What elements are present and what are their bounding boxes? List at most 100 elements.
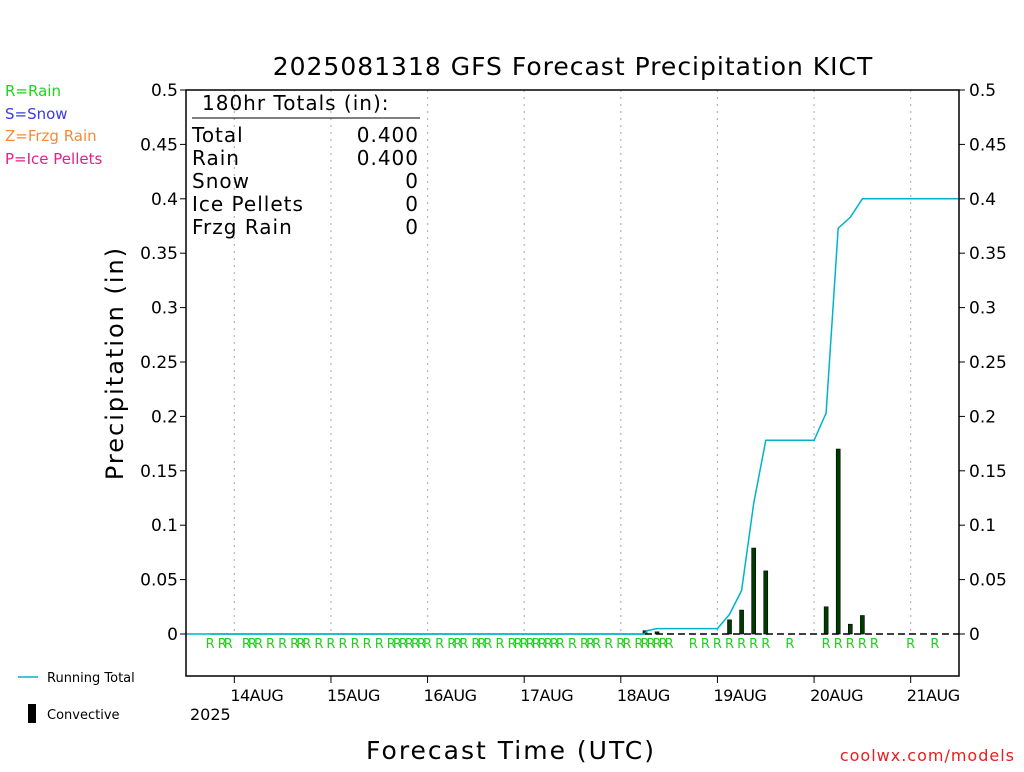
right-tick-label: 0.5: [969, 81, 996, 101]
left-tick-label: 0.35: [140, 244, 178, 264]
legend-freezing-rain: Z=Frzg Rain: [5, 127, 97, 145]
legend-rain: R=Rain: [5, 82, 61, 100]
left-tick-label: 0.45: [140, 135, 178, 155]
ptype-symbol: R: [586, 637, 595, 652]
legend-snow: S=Snow: [5, 105, 68, 123]
ptype-symbol: R: [822, 637, 831, 652]
convective-bar: [739, 609, 744, 635]
ptype-symbol: R: [749, 637, 758, 652]
ptype-symbol: R: [622, 637, 631, 652]
ptype-symbol: R: [393, 637, 402, 652]
ptype-symbol: R: [266, 637, 275, 652]
left-tick-label: 0.05: [140, 571, 178, 591]
left-tick-label: 0.25: [140, 353, 178, 373]
totals-header: 180hr Totals (in):: [202, 91, 390, 115]
ptype-symbol: R: [930, 637, 939, 652]
ptype-symbol: R: [417, 637, 426, 652]
year-label: 2025: [190, 705, 231, 724]
ptype-symbol: R: [592, 637, 601, 652]
left-tick-label: 0.15: [140, 462, 178, 482]
left-y-axis: 0.5 0.45 0.4 0.35 0.3 0.25 0.2 0.15 0.1 0.05 0: [140, 81, 186, 645]
running-total-line: [210, 198, 959, 635]
x-tick-label: 17AUG: [520, 686, 573, 705]
totals-label-total: Total: [191, 123, 244, 147]
totals-label-frzg-rain: Frzg Rain: [192, 215, 293, 239]
ptype-symbol: R: [363, 637, 372, 652]
ptype-symbol: R: [508, 637, 517, 652]
left-tick-label: 0.4: [151, 190, 178, 210]
ptype-symbol: R: [785, 637, 794, 652]
ptype-symbol: R: [725, 637, 734, 652]
ptype-symbol: R: [453, 637, 462, 652]
x-tick-label: 18AUG: [617, 686, 670, 705]
ptype-symbol: R: [278, 637, 287, 652]
totals-value-snow: 0: [405, 169, 419, 193]
ptype-symbol: R: [616, 637, 625, 652]
right-tick-label: 0.15: [969, 462, 1007, 482]
right-tick-label: 0.4: [969, 190, 996, 210]
convective-bar: [751, 547, 756, 635]
ptype-symbol: R: [906, 637, 915, 652]
ptype-symbol: R: [520, 637, 529, 652]
ptype-symbol: R: [224, 637, 233, 652]
ptype-symbol: R: [532, 637, 541, 652]
totals-value-rain: 0.400: [357, 146, 419, 170]
ptype-symbol: R: [423, 637, 432, 652]
x-axis: 14AUG 15AUG 16AUG 17AUG 18AUG 19AUG 20AUG 21AUG: [230, 676, 960, 705]
x-tick-label: 20AUG: [810, 686, 863, 705]
ptype-symbol: R: [290, 637, 299, 652]
plot-frame: [185, 89, 960, 677]
convective-bar: [847, 623, 853, 635]
right-tick-label: 0.45: [969, 135, 1007, 155]
convective-legend-label: Convective: [47, 708, 120, 723]
ptype-symbol: R: [314, 637, 323, 652]
running-total-legend-label: Running Total: [47, 671, 135, 686]
right-tick-label: 0.25: [969, 353, 1007, 373]
ptype-symbol: R: [435, 637, 444, 652]
credit-text: coolwx.com/models: [840, 746, 1015, 765]
totals-value-frzg-rain: 0: [405, 215, 419, 239]
ptype-symbol: R: [302, 637, 311, 652]
ptype-symbol: R: [556, 637, 565, 652]
totals-label-ice-pellets: Ice Pellets: [192, 192, 304, 216]
convective-bar: [860, 615, 865, 635]
x-axis-label: Forecast Time (UTC): [366, 736, 656, 765]
left-tick-label: 0.5: [151, 81, 178, 101]
ptype-legend: R=Rain S=Snow Z=Frzg Rain P=Ice Pellets: [5, 82, 102, 168]
ptype-symbol: R: [858, 637, 867, 652]
totals-label-snow: Snow: [192, 169, 250, 193]
ptype-symbol: R: [526, 637, 535, 652]
ptype-symbol: R: [514, 637, 523, 652]
ptype-symbol: R: [870, 637, 879, 652]
convective-bar: [727, 619, 732, 635]
ptype-symbol: R: [218, 637, 227, 652]
ptype-symbol: R: [834, 637, 843, 652]
ptype-symbol: R: [550, 637, 559, 652]
ptype-symbol: R: [634, 637, 643, 652]
ptype-symbol: R: [761, 637, 770, 652]
right-tick-label: 0.2: [969, 407, 996, 427]
ptype-symbol: R: [496, 637, 505, 652]
right-tick-label: 0.05: [969, 571, 1007, 591]
totals-value-total: 0.400: [357, 123, 419, 147]
ptype-symbol: R: [411, 637, 420, 652]
chart-title: 2025081318 GFS Forecast Precipitation KI…: [273, 52, 874, 81]
ptype-symbol: R: [326, 637, 335, 652]
ptype-symbol: R: [296, 637, 305, 652]
x-tick-label: 15AUG: [327, 686, 380, 705]
totals-box: 180hr Totals (in): Total 0.400 Rain 0.40…: [191, 91, 420, 239]
ptype-symbol: R: [477, 637, 486, 652]
ptype-symbol: R: [604, 637, 613, 652]
ptype-symbol: R: [248, 637, 257, 652]
ptype-symbol: R: [471, 637, 480, 652]
ptype-symbol: R: [459, 637, 468, 652]
running-total-polyline: [210, 198, 959, 635]
x-tick-label: 19AUG: [713, 686, 766, 705]
right-tick-label: 0.3: [969, 299, 996, 319]
ptype-symbol: R: [405, 637, 414, 652]
ptype-symbol: R: [646, 637, 655, 652]
ptype-symbol: R: [653, 637, 662, 652]
gridlines: [233, 90, 912, 634]
